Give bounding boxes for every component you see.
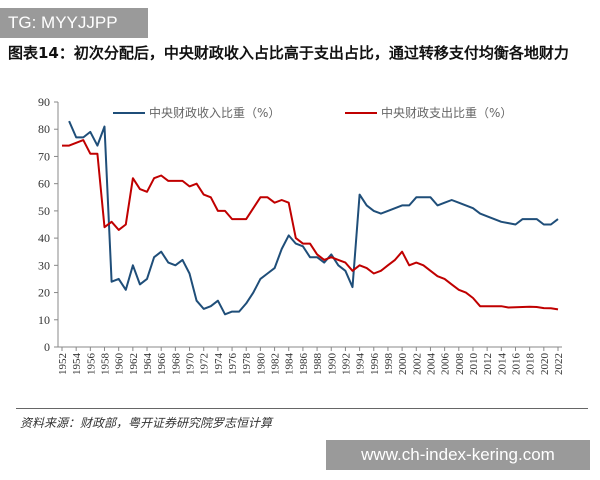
y-tick-label: 0 bbox=[44, 340, 50, 354]
x-tick-label: 2020 bbox=[539, 353, 551, 376]
y-tick-label: 40 bbox=[38, 231, 50, 245]
x-tick-label: 2022 bbox=[553, 353, 565, 375]
x-tick-label: 2014 bbox=[496, 353, 508, 376]
x-tick-label: 1984 bbox=[284, 353, 296, 376]
x-tick-label: 1998 bbox=[383, 353, 395, 376]
divider bbox=[16, 408, 588, 409]
x-tick-label: 1992 bbox=[340, 353, 352, 375]
y-tick-label: 70 bbox=[38, 149, 50, 163]
series-line-revenue bbox=[68, 120, 559, 316]
x-tick-label: 1990 bbox=[326, 353, 338, 376]
x-tick-label: 1980 bbox=[255, 353, 267, 376]
y-tick-label: 20 bbox=[38, 286, 50, 300]
x-tick-label: 2012 bbox=[482, 353, 494, 375]
x-tick-label: 1978 bbox=[241, 353, 253, 376]
x-tick-label: 1970 bbox=[185, 353, 197, 376]
x-tick-label: 2006 bbox=[440, 353, 452, 376]
x-tick-label: 2018 bbox=[525, 353, 537, 376]
x-tick-label: 2004 bbox=[425, 353, 437, 376]
x-tick-label: 1962 bbox=[128, 353, 140, 375]
y-tick-label: 80 bbox=[38, 122, 50, 136]
x-tick-label: 1954 bbox=[71, 353, 83, 376]
x-tick-label: 2002 bbox=[411, 353, 423, 375]
series-line-expenditure bbox=[62, 139, 559, 311]
x-tick-label: 1982 bbox=[270, 353, 282, 375]
x-tick-label: 1960 bbox=[114, 353, 126, 376]
y-tick-label: 50 bbox=[38, 204, 50, 218]
x-tick-label: 1974 bbox=[213, 353, 225, 376]
chart-title: 图表14：初次分配后，中央财政收入占比高于支出占比，通过转移支付均衡各地财力 bbox=[8, 44, 569, 62]
watermark-top: TG: MYYJJPP bbox=[0, 8, 148, 38]
x-tick-label: 2000 bbox=[397, 353, 409, 376]
x-tick-label: 1952 bbox=[57, 353, 69, 375]
x-tick-label: 1996 bbox=[369, 353, 381, 376]
x-tick-label: 1994 bbox=[355, 353, 367, 376]
y-tick-label: 90 bbox=[38, 95, 50, 109]
source-note: 资料来源：财政部，粤开证券研究院罗志恒计算 bbox=[20, 416, 273, 430]
x-tick-label: 2016 bbox=[510, 353, 522, 376]
x-tick-label: 1966 bbox=[156, 353, 168, 376]
x-tick-label: 1958 bbox=[100, 353, 112, 376]
x-tick-label: 1956 bbox=[85, 353, 97, 376]
legend-label: 中央财政收入比重（%） bbox=[149, 105, 280, 120]
x-tick-label: 1986 bbox=[298, 353, 310, 376]
x-tick-label: 1988 bbox=[312, 353, 324, 376]
x-tick-label: 1968 bbox=[170, 353, 182, 376]
x-tick-label: 1964 bbox=[142, 353, 154, 376]
x-tick-label: 2010 bbox=[468, 353, 480, 376]
legend-label: 中央财政支出比重（%） bbox=[381, 105, 512, 120]
y-tick-label: 10 bbox=[38, 313, 50, 327]
x-tick-label: 2008 bbox=[454, 353, 466, 376]
x-tick-label: 1976 bbox=[227, 353, 239, 376]
y-tick-label: 30 bbox=[38, 258, 50, 272]
watermark-bottom: www.ch-index-kering.com bbox=[326, 440, 590, 470]
x-tick-label: 1972 bbox=[199, 353, 211, 375]
y-tick-label: 60 bbox=[38, 177, 50, 191]
